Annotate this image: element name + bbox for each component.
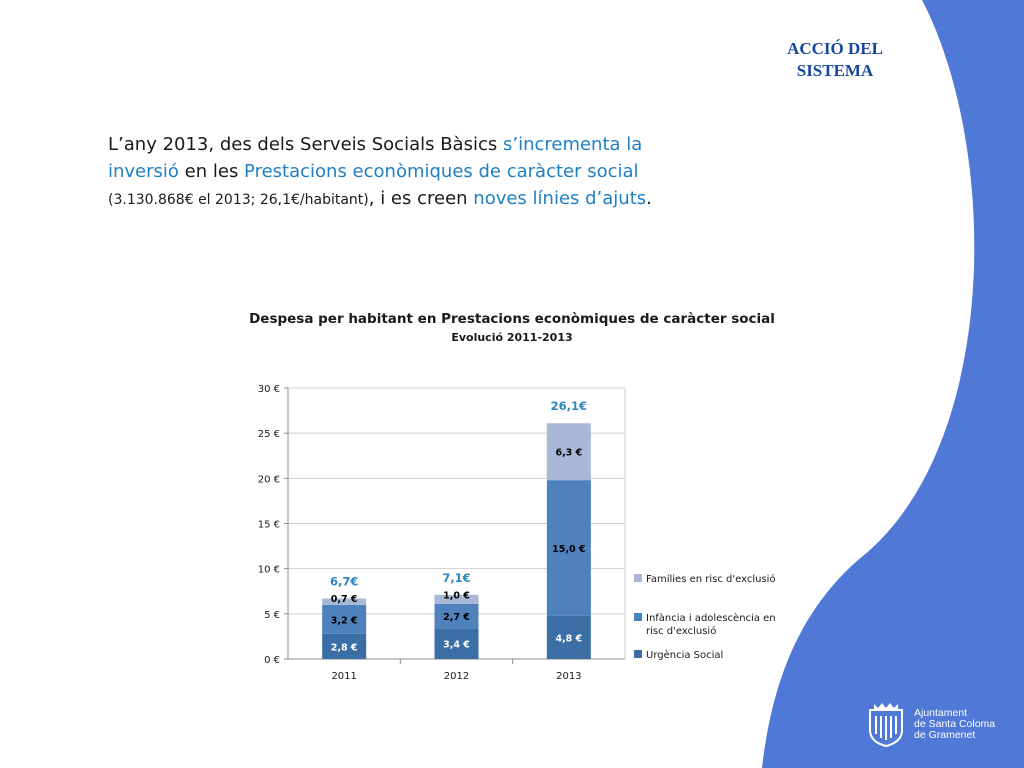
bar-segment: [546, 480, 591, 616]
bar-total-label: 6,7€: [330, 574, 358, 588]
y-tick-label: 30 €: [258, 384, 280, 395]
coat-of-arms-icon: [869, 703, 903, 748]
intro-highlight-benefits: Prestacions econòmiques de caràcter soci…: [244, 161, 639, 182]
chart-subtitle: Evolució 2011-2013: [451, 331, 572, 344]
legend-swatch: [634, 650, 642, 658]
axes: 0 € 5 € 10 € 15 € 20 € 25 € 30 € 2011 2012 2013: [258, 384, 626, 682]
intro-highlight-investment: s’incrementa la inversió: [108, 134, 643, 182]
bar-total-label: 26,1€: [551, 399, 587, 413]
logo-text: Ajuntament de Santa Coloma de Gramenet: [914, 708, 995, 741]
bar-segment: [434, 603, 479, 629]
bar-segment: [322, 598, 367, 605]
legend-label-line: Urgència Social: [646, 649, 723, 661]
intro-text-5: .: [646, 188, 652, 209]
bar-data-label: 15,0 €: [552, 544, 585, 555]
bar-data-label: 2,7 €: [443, 612, 470, 623]
bar-data-label: 6,3 €: [555, 448, 582, 459]
bar-data-label: 3,4 €: [443, 640, 470, 651]
legend: Famílies en risc d'exclusió Infància i ad…: [634, 573, 776, 661]
city-council-logo: Ajuntament de Santa Coloma de Gramenet: [864, 700, 1014, 750]
bar-data-label: 1,0 €: [443, 590, 470, 601]
legend-label: Urgència Social: [646, 649, 723, 661]
intro-text-1: L’any 2013, des dels Serveis Socials Bàs…: [108, 134, 503, 155]
x-tick-label: 2013: [556, 671, 581, 682]
x-tick-label: 2012: [444, 671, 469, 682]
blue-wave-shape: [762, 0, 1024, 768]
bar-data-label: 2,8 €: [331, 642, 358, 653]
intro-paragraph: L’any 2013, des dels Serveis Socials Bàs…: [108, 131, 708, 214]
section-title: ACCIÓ DEL SISTEMA: [770, 38, 900, 82]
bar-segment: [546, 615, 591, 659]
bar-data-label: 3,2 €: [331, 615, 358, 626]
legend-label: Famílies en risc d'exclusió: [646, 573, 776, 585]
data-labels: 2,8 € 3,2 € 0,7 € 6,7€ 3,4 € 2,7 € 1,0 € 7,1€ 4,…: [330, 399, 587, 653]
bar-total-label: 7,1€: [442, 571, 470, 585]
x-tick-label: 2011: [331, 671, 356, 682]
logo-line3: de Gramenet: [914, 729, 976, 741]
bar-segment: [322, 604, 367, 634]
legend-swatch: [634, 574, 642, 582]
intro-highlight-new-lines: noves línies d’ajuts: [473, 188, 647, 209]
bars: [322, 423, 591, 659]
bar-data-label: 4,8 €: [555, 633, 582, 644]
y-tick-label: 10 €: [258, 565, 280, 576]
y-tick-label: 15 €: [258, 520, 280, 531]
logo-line2: de Santa Coloma: [914, 718, 996, 730]
bar-segment: [434, 628, 479, 659]
y-tick-label: 0 €: [264, 655, 280, 666]
section-title-line2: SISTEMA: [796, 61, 874, 80]
chart-title: Despesa per habitant en Prestacions econ…: [249, 311, 775, 327]
bar-segment: [434, 594, 479, 604]
legend-label-line: Famílies en risc d'exclusió: [646, 573, 776, 585]
logo-line1: Ajuntament: [914, 707, 968, 719]
legend-label-line: risc d'exclusió: [646, 625, 716, 637]
legend-label-line: Infància i adolescència en: [646, 612, 776, 624]
y-tick-label: 20 €: [258, 474, 280, 485]
y-tick-label: 5 €: [264, 610, 280, 621]
bar-data-label: 0,7 €: [331, 594, 358, 605]
legend-label: Infància i adolescència en risc d'exclusi…: [646, 612, 776, 637]
intro-figures: (3.130.868€ el 2013; 26,1€/habitant): [108, 192, 369, 208]
section-title-line1: ACCIÓ DEL: [787, 39, 883, 58]
y-tick-label: 25 €: [258, 429, 280, 440]
legend-swatch: [634, 613, 642, 621]
bar-segment: [546, 423, 591, 481]
intro-text-4: , i es creen: [368, 188, 474, 209]
bar-segment: [322, 633, 367, 659]
intro-text-2: en les: [178, 161, 245, 182]
